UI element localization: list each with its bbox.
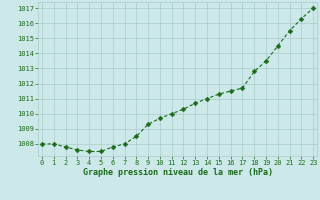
X-axis label: Graphe pression niveau de la mer (hPa): Graphe pression niveau de la mer (hPa) <box>83 168 273 177</box>
